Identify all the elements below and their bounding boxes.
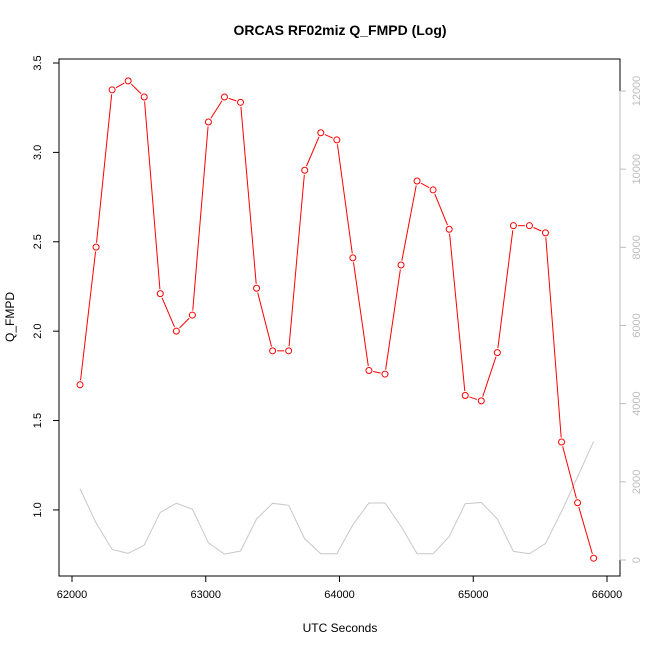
series-segment: [385, 269, 401, 370]
series-segment: [336, 144, 353, 254]
series-right: [79, 441, 595, 555]
data-point: [172, 327, 180, 335]
data-point: [493, 349, 501, 357]
y2-axis: 0 2000 4000 6000 8000 10000 12000: [619, 76, 643, 563]
series-layer: [76, 77, 598, 562]
series-segment: [179, 317, 190, 329]
data-point: [140, 93, 148, 101]
series-segment: [545, 237, 562, 438]
x-axis: 62000 63000 64000 65000 66000: [57, 575, 623, 601]
series-segment: [533, 227, 542, 232]
data-point: [92, 243, 100, 251]
data-point: [461, 392, 469, 400]
series-segment: [161, 297, 176, 328]
series-segment: [80, 251, 97, 381]
data-point: [317, 129, 325, 137]
data-point: [558, 438, 566, 446]
y2-tick-label: 0: [631, 557, 643, 563]
data-point: [397, 261, 405, 269]
data-point: [381, 370, 389, 378]
series-segment: [434, 193, 448, 226]
y2-tick-label: 6000: [631, 313, 643, 337]
data-point: [365, 366, 373, 374]
y2-tick-label: 10000: [631, 154, 643, 185]
data-point: [76, 381, 84, 389]
data-point: [509, 222, 517, 230]
y2-tick-label: 12000: [631, 76, 643, 107]
data-point: [188, 311, 196, 319]
data-point: [574, 499, 582, 507]
series-line: [79, 441, 595, 555]
series-segment: [578, 506, 593, 555]
series-segment: [401, 185, 417, 261]
data-point: [590, 554, 598, 562]
series-segment: [288, 174, 305, 347]
series-left: [76, 77, 598, 562]
data-point: [413, 177, 421, 185]
data-point: [237, 98, 245, 106]
series-segment: [497, 230, 514, 349]
x-tick-label: 62000: [57, 589, 88, 601]
series-segment: [257, 292, 272, 347]
series-segment: [130, 83, 142, 95]
x-tick-label: 63000: [190, 589, 221, 601]
data-point: [108, 86, 116, 94]
data-point: [301, 166, 309, 174]
data-point: [429, 186, 437, 194]
series-segment: [562, 446, 577, 499]
plot-frame: [58, 58, 621, 577]
data-point: [253, 284, 261, 292]
series-segment: [373, 370, 381, 374]
chart-title: ORCAS RF02miz Q_FMPD (Log): [233, 22, 446, 38]
y2-tick-label: 2000: [631, 470, 643, 494]
series-segment: [115, 82, 125, 89]
data-point: [445, 225, 453, 233]
data-point: [124, 77, 132, 85]
data-point: [204, 118, 212, 126]
data-point: [525, 222, 533, 230]
y-tick-label: 3.5: [32, 55, 44, 70]
y-tick-label: 2.5: [32, 234, 44, 249]
y2-tick-label: 8000: [631, 235, 643, 259]
data-point: [333, 136, 341, 144]
series-segment: [449, 233, 466, 392]
series-segment: [306, 136, 320, 167]
y2-tick-label: 4000: [631, 391, 643, 415]
y-tick-label: 2.0: [32, 324, 44, 339]
series-segment: [469, 396, 478, 400]
series-segment: [482, 356, 497, 397]
data-point: [541, 229, 549, 237]
series-segment: [96, 94, 113, 243]
series-segment: [192, 126, 209, 311]
y-axis: 1.0 1.5 2.0 2.5 3.0 3.5: [32, 55, 60, 518]
series-segment: [353, 262, 369, 367]
data-point: [477, 397, 485, 405]
x-tick-label: 66000: [592, 589, 623, 601]
data-point: [156, 290, 164, 298]
series-segment: [324, 134, 333, 139]
y-tick-label: 1.0: [32, 502, 44, 517]
series-segment: [228, 97, 237, 102]
data-point: [269, 347, 277, 355]
x-tick-label: 65000: [458, 589, 489, 601]
data-point: [220, 93, 228, 101]
series-segment: [210, 100, 223, 119]
data-point: [349, 254, 357, 262]
y-axis-label: Q_FMPD: [3, 292, 17, 342]
data-point: [285, 347, 293, 355]
x-axis-label: UTC Seconds: [303, 621, 378, 635]
series-segment: [144, 101, 161, 290]
series-segment: [240, 106, 257, 284]
x-tick-label: 64000: [324, 589, 355, 601]
y-tick-label: 3.0: [32, 145, 44, 160]
series-segment: [420, 182, 430, 189]
y-tick-label: 1.5: [32, 413, 44, 428]
